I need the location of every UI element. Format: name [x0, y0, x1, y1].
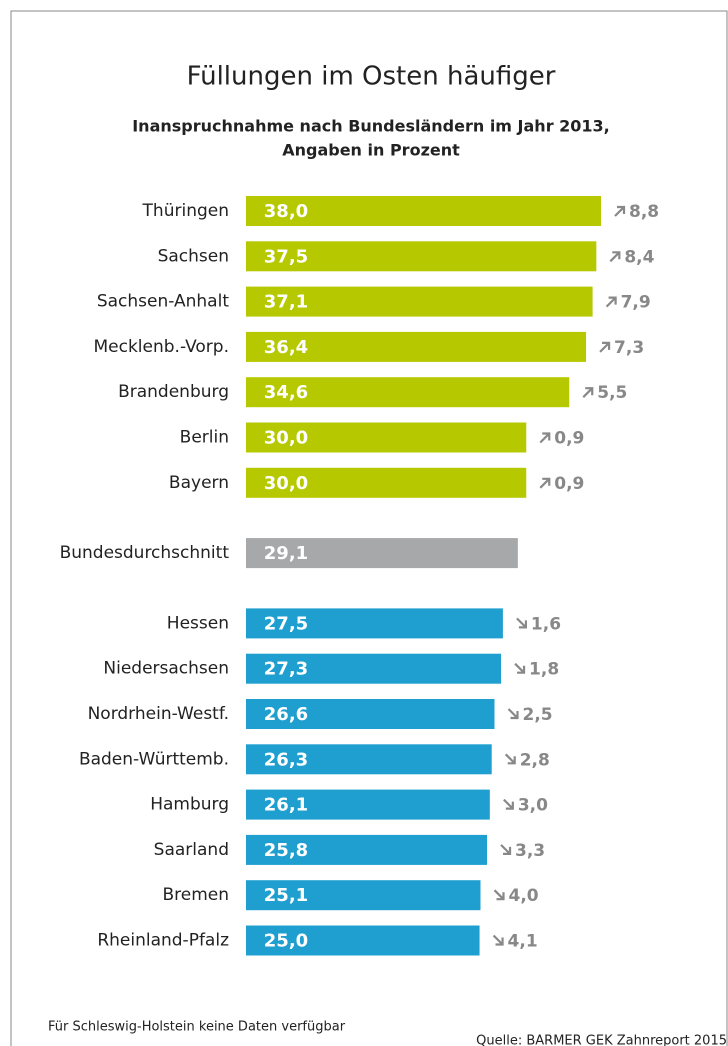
trend-arrow: [539, 432, 551, 444]
trend-arrow: [507, 708, 519, 720]
value-label: 26,1: [264, 795, 308, 816]
category-label: Sachsen: [158, 246, 229, 266]
difference-label: 2,5: [523, 705, 553, 725]
bar: [246, 925, 480, 956]
trend-arrow: [492, 934, 504, 946]
category-label: Bundesdurchschnitt: [60, 543, 230, 563]
value-label: 36,4: [264, 337, 308, 358]
bar: [246, 377, 570, 408]
trend-arrow: [614, 205, 626, 217]
difference-label: 8,8: [629, 202, 659, 222]
bar: [246, 653, 502, 684]
bar: [246, 538, 518, 569]
difference-label: 0,9: [554, 474, 584, 494]
value-label: 34,6: [264, 382, 308, 403]
difference-label: 4,0: [508, 886, 538, 906]
value-label: 38,0: [264, 201, 308, 222]
value-label: 37,5: [264, 246, 308, 267]
value-label: 25,8: [264, 840, 308, 861]
value-label: 29,1: [264, 543, 308, 564]
frame: [10, 10, 728, 1046]
difference-label: 2,8: [520, 750, 550, 770]
category-label: Rheinland-Pfalz: [97, 931, 229, 951]
category-label: Mecklenb.-Vorp.: [93, 337, 229, 357]
source: Quelle: BARMER GEK Zahnreport 2015: [476, 1034, 727, 1046]
category-label: Nordrhein-Westf.: [88, 704, 229, 724]
trend-arrow: [514, 662, 526, 674]
chart-title: Füllungen im Osten häufiger: [187, 62, 556, 92]
category-label: Bayern: [169, 473, 229, 493]
category-label: Berlin: [180, 428, 229, 448]
difference-label: 3,0: [518, 796, 548, 816]
bar: [246, 834, 488, 865]
trend-arrow: [516, 617, 528, 629]
chart-subtitle: Angaben in Prozent: [282, 141, 460, 160]
value-label: 26,6: [264, 704, 308, 725]
value-label: 27,5: [264, 613, 308, 634]
category-label: Hessen: [167, 613, 229, 633]
trend-arrow: [609, 251, 621, 263]
category-label: Niedersachsen: [103, 659, 229, 679]
bar: [246, 467, 527, 498]
trend-arrow: [582, 387, 594, 398]
difference-label: 3,3: [515, 841, 545, 861]
difference-label: 4,1: [508, 932, 538, 952]
bar: [246, 744, 492, 775]
trend-arrow: [504, 753, 516, 765]
bar: [246, 608, 503, 639]
trend-arrow: [539, 477, 551, 489]
difference-label: 1,6: [531, 614, 561, 634]
trend-arrow: [503, 798, 514, 810]
value-label: 25,1: [264, 885, 308, 906]
trend-arrow: [493, 889, 505, 901]
bar: [246, 196, 601, 226]
difference-label: 5,5: [597, 383, 627, 403]
bar: [246, 286, 593, 317]
trend-arrow: [599, 341, 611, 353]
bar: [246, 880, 481, 911]
difference-label: 7,3: [614, 338, 644, 358]
difference-label: 7,9: [621, 293, 651, 313]
category-label: Brandenburg: [118, 382, 229, 402]
category-label: Sachsen-Anhalt: [97, 292, 229, 312]
bar: [246, 331, 587, 362]
value-label: 37,1: [264, 292, 308, 313]
category-label: Thüringen: [142, 201, 229, 221]
value-label: 25,0: [264, 931, 308, 952]
value-label: 30,0: [264, 428, 308, 449]
bar: [246, 422, 527, 453]
value-label: 26,3: [264, 749, 308, 770]
footnote: Für Schleswig-Holstein keine Daten verfü…: [48, 1020, 346, 1035]
difference-label: 1,8: [529, 660, 559, 680]
category-label: Saarland: [154, 840, 229, 860]
difference-label: 0,9: [554, 429, 584, 449]
trend-arrow: [500, 844, 512, 855]
value-label: 30,0: [264, 473, 308, 494]
trend-arrow: [605, 296, 617, 308]
category-label: Bremen: [162, 885, 229, 905]
bar: [246, 241, 597, 272]
difference-label: 8,4: [624, 247, 654, 267]
category-label: Baden-Württemb.: [79, 749, 229, 769]
bar: [246, 699, 495, 729]
chart-subtitle: Inanspruchnahme nach Bundesländern im Ja…: [132, 117, 610, 136]
category-label: Hamburg: [150, 795, 229, 815]
value-label: 27,3: [264, 659, 308, 680]
bar: [246, 789, 490, 820]
